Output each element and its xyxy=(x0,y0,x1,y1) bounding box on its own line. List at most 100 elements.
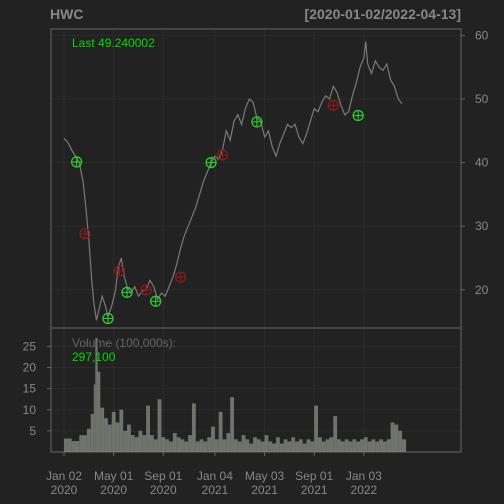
volume-bar xyxy=(302,443,307,452)
volume-bar xyxy=(375,441,380,452)
price-tick-label: 60 xyxy=(475,28,489,42)
volume-bar xyxy=(107,424,112,452)
volume-bar xyxy=(291,437,296,452)
date-tick-label: Sep 01 xyxy=(144,469,182,483)
volume-bar xyxy=(340,441,345,452)
volume-bar xyxy=(402,439,407,452)
price-tick-label: 30 xyxy=(475,219,489,233)
buy-signal xyxy=(121,286,133,299)
volume-bar xyxy=(356,441,361,452)
buy-signal xyxy=(205,156,217,169)
volume-bar xyxy=(119,409,124,452)
volume-bar xyxy=(394,424,399,452)
volume-bar xyxy=(97,371,101,452)
buy-signal xyxy=(251,116,263,128)
volume-bar xyxy=(115,422,120,452)
volume-bar xyxy=(230,397,234,452)
volume-bar xyxy=(180,439,185,452)
volume-bar xyxy=(149,435,154,452)
volume-bar xyxy=(382,441,387,452)
date-tick-label: Jan 03 xyxy=(346,469,382,483)
volume-bar xyxy=(161,437,166,452)
date-range: [2020-01-02/2022-04-13] xyxy=(305,6,461,22)
volume-bar xyxy=(188,435,192,452)
volume-bar xyxy=(298,439,303,452)
volume-bar xyxy=(191,403,196,452)
volume-bar xyxy=(123,430,128,452)
volume-bar xyxy=(325,439,330,452)
volume-bar xyxy=(272,443,277,452)
volume-bar xyxy=(203,441,208,452)
volume-bar xyxy=(245,439,250,452)
date-tick-year: 2020 xyxy=(100,483,127,497)
volume-bar xyxy=(138,430,143,452)
volume-bar xyxy=(337,439,341,452)
volume-bar xyxy=(214,439,219,452)
date-tick-label: May 03 xyxy=(245,469,285,483)
volume-bar xyxy=(333,416,338,452)
volume-bar xyxy=(237,441,242,452)
volume-bar xyxy=(195,441,200,452)
buy-signal xyxy=(150,295,162,307)
date-tick-label: Jan 02 xyxy=(46,469,82,483)
volume-bar xyxy=(165,439,170,452)
volume-bar xyxy=(249,443,254,452)
date-tick-year: 2021 xyxy=(301,483,328,497)
volume-bar xyxy=(134,437,139,452)
last-price-label: Last 49.240002 xyxy=(72,36,155,50)
volume-bar xyxy=(348,441,353,452)
volume-bar xyxy=(314,405,319,452)
buy-signal xyxy=(70,156,83,168)
volume-bar xyxy=(172,433,177,452)
volume-bar xyxy=(218,411,223,452)
volume-bar xyxy=(264,435,269,452)
volume-bar xyxy=(318,437,322,452)
volume-bar xyxy=(222,439,227,452)
sell-signal xyxy=(174,271,187,283)
volume-bar xyxy=(176,437,181,452)
price-tick-label: 20 xyxy=(475,283,489,297)
volume-bar xyxy=(306,439,311,452)
date-tick-year: 2020 xyxy=(150,483,177,497)
volume-bar xyxy=(207,437,212,452)
volume-bar xyxy=(127,424,131,452)
date-tick-year: 2020 xyxy=(51,483,78,497)
volume-bar xyxy=(226,433,231,452)
volume-label: Volume (100,000s): xyxy=(72,336,176,350)
volume-bar xyxy=(360,439,364,452)
volume-bar xyxy=(310,441,315,452)
volume-bar xyxy=(287,441,292,452)
price-line xyxy=(63,41,403,321)
volume-bar xyxy=(253,437,257,452)
volume-tick-label: 10 xyxy=(23,403,37,417)
date-tick-year: 2022 xyxy=(351,483,378,497)
volume-bar xyxy=(352,439,357,452)
volume-bar xyxy=(363,437,368,452)
volume-bar xyxy=(386,439,391,452)
volume-bar xyxy=(86,428,91,452)
volume-bar xyxy=(256,439,261,452)
volume-bar xyxy=(260,441,265,452)
volume-bar xyxy=(321,441,326,452)
volume-tick-label: 5 xyxy=(29,424,36,438)
volume-bar xyxy=(398,430,403,452)
volume-bar xyxy=(146,405,150,452)
volume-bar xyxy=(329,437,334,452)
volume-bar xyxy=(100,407,105,452)
volume-bar xyxy=(130,435,135,452)
volume-bar xyxy=(169,441,173,452)
volume-bar xyxy=(79,435,87,452)
volume-bar xyxy=(111,411,116,452)
buy-signal xyxy=(102,312,114,325)
volume-bar xyxy=(344,439,349,452)
price-tick-label: 50 xyxy=(475,92,489,106)
date-tick-label: Jan 04 xyxy=(197,469,233,483)
volume-bar xyxy=(295,441,299,452)
date-tick-label: May 01 xyxy=(94,469,134,483)
price-grid xyxy=(52,34,460,291)
volume-bar xyxy=(71,441,80,452)
sell-signal xyxy=(327,99,339,111)
sell-signal xyxy=(216,149,229,161)
volume-bar xyxy=(390,422,395,452)
